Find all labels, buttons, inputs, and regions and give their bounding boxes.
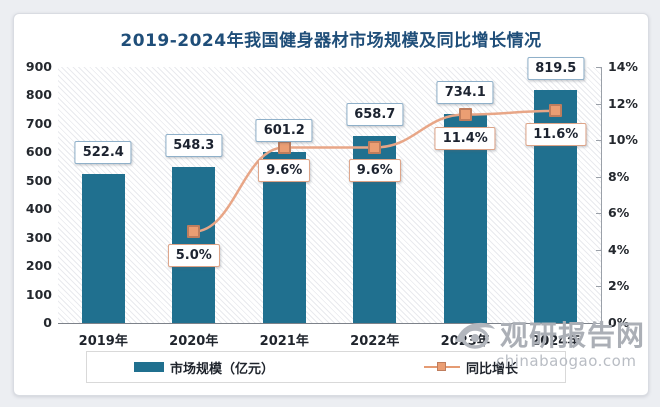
growth-marker-icon [368,140,382,154]
bar-value-label: 734.1 [436,81,494,105]
left-axis-tick-label: 900 [25,59,52,74]
right-axis-line [601,67,602,323]
left-axis-tick-label: 800 [25,87,52,103]
right-axis-tick-mark [596,249,601,251]
bar-swatch-icon [133,362,164,372]
growth-marker-icon [549,104,563,118]
watermark-eye-logo-icon [455,322,495,349]
bar-value-label: 819.5 [527,56,585,80]
right-axis-tick-label: 8% [608,168,630,184]
right-axis-tick-label: 14% [608,59,638,74]
left-axis-tick-label: 500 [25,172,52,188]
left-axis-tick-label: 0 [43,315,52,330]
left-axis-tick-label: 400 [25,201,52,217]
right-axis-tick-mark [596,67,601,68]
right-axis-tick-label: 0% [608,315,630,330]
right-axis-tick-label: 10% [608,132,638,148]
right-axis-tick-mark [596,323,601,324]
bar-value-label: 601.2 [255,118,313,142]
legend: 市场规模（亿元） 同比增长 [86,351,566,383]
right-axis-tick-mark [596,286,601,288]
growth-marker-icon [277,140,291,154]
growth-marker-icon [458,108,472,122]
growth-value-label: 5.0% [167,243,220,267]
right-axis-tick-mark [596,140,601,142]
watermark-domain: chinabaogao.com [496,352,637,370]
right-axis-tick-label: 2% [608,278,630,294]
x-axis-label: 2021年 [259,334,309,349]
bar [81,174,125,323]
bar-value-label: 658.7 [346,102,404,126]
left-axis-tick-label: 600 [25,144,52,160]
x-axis-line [58,323,602,324]
left-axis-tick-label: 700 [25,115,52,131]
growth-value-label: 11.4% [434,126,496,150]
growth-value-label: 9.6% [258,159,311,183]
right-axis-tick-mark [596,213,601,215]
line-swatch-icon [424,362,460,372]
chart-card: 2019-2024年我国健身器材市场规模及同比增长情况 900 800 700 600… [13,13,649,396]
legend-label-market-size: 市场规模（亿元） [169,361,274,377]
right-axis-tick-label: 12% [608,95,638,111]
bar-value-label: 548.3 [165,134,223,158]
left-axis-tick-label: 300 [25,229,52,245]
x-axis-label: 2019年 [78,334,128,349]
right-axis-tick-mark [596,176,601,178]
right-axis-tick-mark [596,103,601,105]
legend-label-growth: 同比增长 [466,361,519,377]
chart-title: 2019-2024年我国健身器材市场规模及同比增长情况 [120,31,542,51]
watermark: 观研报告网 chinabaogao.com [452,314,645,370]
growth-value-label: 9.6% [348,159,401,183]
watermark-site-name: 观研报告网 [500,319,646,352]
growth-marker-icon [187,225,201,239]
x-axis-label: 2020年 [169,334,219,349]
legend-item-market-size: 市场规模（亿元） [133,358,274,377]
bar-value-label: 522.4 [74,141,132,165]
right-axis-tick-label: 4% [608,241,630,257]
left-axis-tick-label: 100 [25,286,52,302]
growth-value-label: 11.6% [525,122,587,146]
plot-area [58,67,601,323]
legend-item-growth: 同比增长 [424,358,518,377]
x-axis-label: 2022年 [350,334,400,349]
left-axis-tick-label: 200 [25,258,52,274]
right-axis-tick-label: 6% [608,205,630,221]
x-axis-label: 2024年 [531,334,581,349]
